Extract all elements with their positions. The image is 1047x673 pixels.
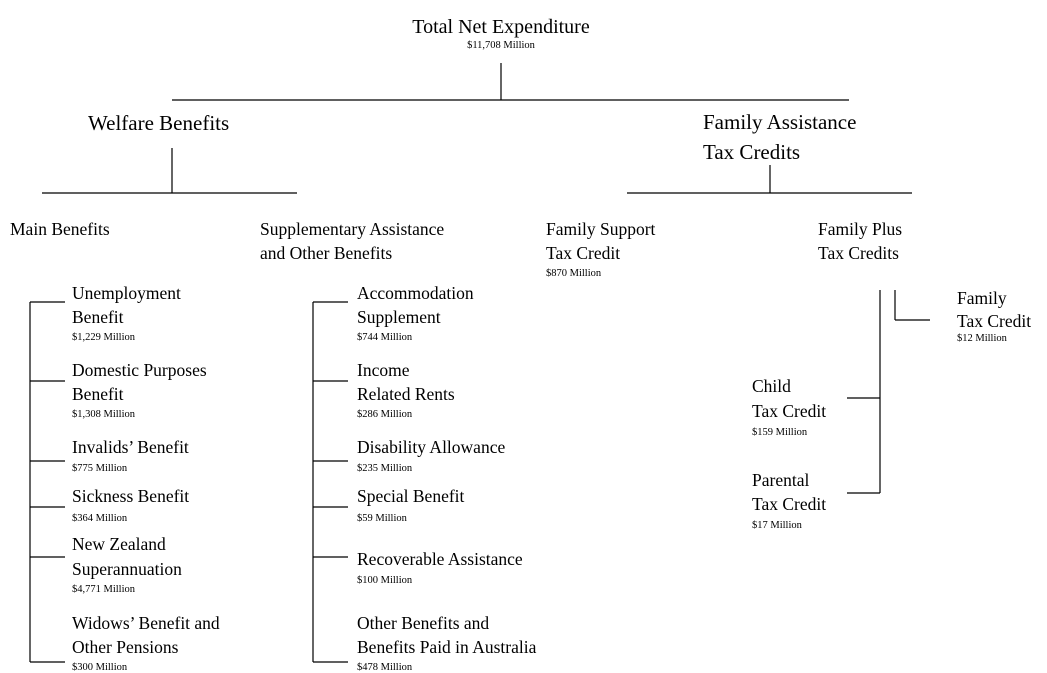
node-label: Benefit: [72, 384, 124, 404]
node-label: Total Net Expenditure: [412, 16, 590, 38]
node-amount: $4,771 Million: [72, 584, 136, 595]
node-amount: $744 Million: [357, 332, 413, 343]
node-label: Income: [357, 360, 410, 380]
node-amount: $478 Million: [357, 662, 413, 673]
node-label: Supplement: [357, 307, 441, 327]
node-label: Family: [957, 288, 1007, 308]
node-label: Tax Credit: [957, 311, 1031, 331]
node-amount: $286 Million: [357, 409, 413, 420]
node-amount: $235 Million: [357, 463, 413, 474]
node-label: Domestic Purposes: [72, 360, 207, 380]
node-amount: $300 Million: [72, 662, 128, 673]
node-amount: $364 Million: [72, 513, 128, 524]
node-amount: $17 Million: [752, 520, 803, 531]
node-amount: $159 Million: [752, 427, 808, 438]
node-label: Benefit: [72, 307, 124, 327]
node-label: Sickness Benefit: [72, 486, 189, 506]
node-label: Benefits Paid in Australia: [357, 637, 537, 657]
node-label: Family Plus: [818, 219, 902, 239]
node-label: Superannuation: [72, 559, 182, 579]
node-label: Widows’ Benefit and: [72, 613, 220, 633]
node-amount: $870 Million: [546, 268, 602, 279]
node-label: Tax Credit: [752, 494, 826, 514]
node-label: Related Rents: [357, 384, 455, 404]
node-label: Invalids’ Benefit: [72, 437, 189, 457]
node-label: Unemployment: [72, 283, 181, 303]
node-label: Tax Credit: [752, 401, 826, 421]
node-label: Accommodation: [357, 283, 474, 303]
node-label: Main Benefits: [10, 219, 110, 239]
node-label: Child: [752, 376, 791, 396]
node-label: Special Benefit: [357, 486, 465, 506]
node-label: Family Support: [546, 219, 656, 239]
node-label: Tax Credit: [546, 243, 620, 263]
connectors: [29, 63, 930, 663]
node-label: Disability Allowance: [357, 437, 505, 457]
node-label: and Other Benefits: [260, 243, 392, 263]
node-label: Other Pensions: [72, 637, 179, 657]
node-label: Tax Credits: [818, 243, 899, 263]
node-amount: $11,708 Million: [467, 40, 536, 51]
node-label: New Zealand: [72, 534, 166, 554]
node-label: Supplementary Assistance: [260, 219, 444, 239]
node-label: Family Assistance: [703, 110, 856, 134]
node-label: Parental: [752, 470, 809, 490]
node-amount: $1,308 Million: [72, 409, 136, 420]
node-amount: $12 Million: [957, 333, 1008, 344]
node-label: Other Benefits and: [357, 613, 489, 633]
node-amount: $775 Million: [72, 463, 128, 474]
node-amount: $1,229 Million: [72, 332, 136, 343]
node-amount: $59 Million: [357, 513, 408, 524]
node-label: Recoverable Assistance: [357, 549, 523, 569]
node-label: Tax Credits: [703, 140, 800, 164]
node-label: Welfare Benefits: [88, 111, 229, 135]
node-amount: $100 Million: [357, 575, 413, 586]
